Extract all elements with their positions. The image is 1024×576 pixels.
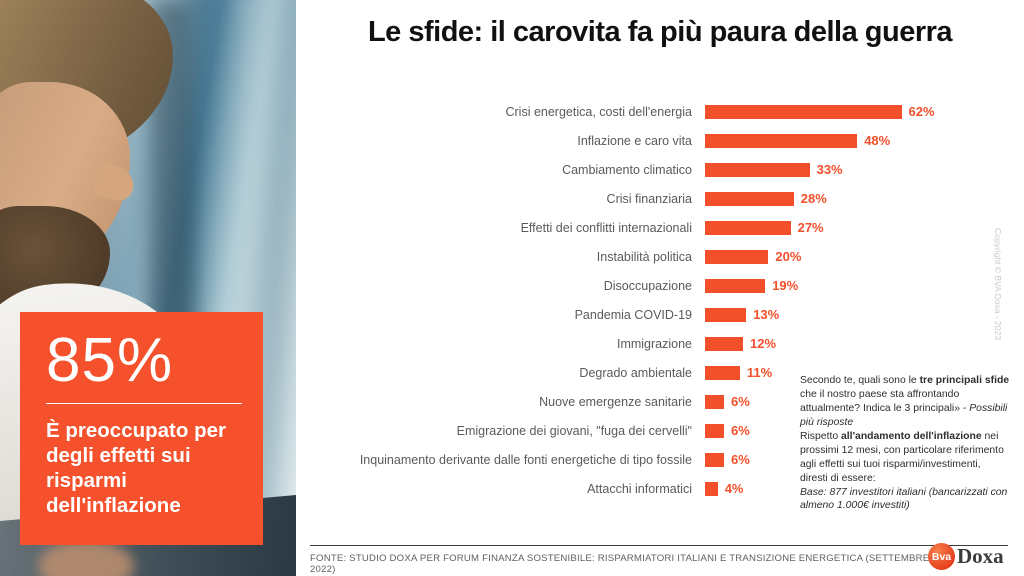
- note-segment: Secondo te, quali sono le: [800, 375, 920, 386]
- bar: [705, 162, 810, 177]
- category-label: Degrado ambientale: [579, 365, 692, 380]
- category-label: Pandemia COVID-19: [574, 307, 692, 322]
- bar: [705, 365, 740, 380]
- copyright-text: Copyright © BVA Doxa - 2023: [993, 228, 1003, 340]
- doxa-logo-name: Doxa: [957, 544, 1004, 568]
- value-label: 6%: [731, 394, 750, 409]
- highlight-value: 85%: [46, 326, 174, 395]
- chart-row: Attacchi informatici 4%: [310, 474, 1010, 503]
- category-label: Emigrazione dei giovani, "fuga dei cerve…: [456, 423, 692, 438]
- bar: [705, 249, 769, 264]
- note-segment: tre principali sfide: [919, 375, 1010, 386]
- value-label: 48%: [864, 133, 891, 148]
- value-label: 62%: [908, 104, 935, 119]
- bar-chart: Crisi energetica, costi dell'energia 62% I…: [310, 97, 1010, 503]
- chart-row: Cambiamento climatico 33%: [310, 155, 1010, 184]
- value-label: 12%: [750, 336, 777, 351]
- chart-row: Emigrazione dei giovani, "fuga dei cerve…: [310, 416, 1010, 445]
- highlight-caption: È preoccupato per degli effetti sui risp…: [46, 419, 226, 518]
- value-label: 4%: [724, 481, 744, 496]
- category-label: Cambiamento climatico: [562, 162, 692, 177]
- value-label: 6%: [731, 423, 750, 438]
- note-segment: Base: 877 investitori italiani (bancariz…: [800, 486, 1008, 512]
- bar: [705, 394, 724, 409]
- note-paragraph: Rispetto all'andamento dell'inflazione n…: [800, 430, 1010, 486]
- note-segment: nei prossimi 12 mesi, con particolare ri…: [800, 430, 1004, 484]
- bar: [705, 278, 766, 293]
- value-label: 28%: [800, 191, 827, 206]
- highlight-box: 85% È preoccupato per degli effetti sui …: [20, 312, 263, 545]
- value-label: 20%: [775, 249, 802, 264]
- chart-row: Nuove emergenze sanitarie 6%: [310, 387, 1010, 416]
- category-label: Effetti dei conflitti internazionali: [520, 220, 692, 235]
- category-label: Inquinamento derivante dalle fonti energ…: [359, 452, 692, 467]
- bar: [705, 307, 747, 322]
- note-paragraph: Base: 877 investitori italiani (bancariz…: [800, 486, 1010, 514]
- category-label: Disoccupazione: [603, 278, 692, 293]
- note-paragraph: Secondo te, quali sono le tre principali…: [800, 374, 1010, 430]
- chart-row: Inflazione e caro vita 48%: [310, 126, 1010, 155]
- chart-row: Effetti dei conflitti internazionali 27%: [310, 213, 1010, 242]
- chart-row: Pandemia COVID-19 13%: [310, 300, 1010, 329]
- bar: [705, 133, 858, 148]
- note-segment: all'andamento dell'inflazione: [841, 430, 982, 442]
- value-label: 19%: [772, 278, 799, 293]
- slide-title: Le sfide: il carovita fa più paura della…: [367, 16, 953, 48]
- category-label: Inflazione e caro vita: [577, 133, 692, 148]
- footer-divider: [310, 545, 1008, 546]
- note-segment: che il nostro paese sta affrontando attu…: [800, 388, 970, 414]
- chart-row: Crisi energetica, costi dell'energia 62%: [310, 97, 1010, 126]
- chart-row: Crisi finanziaria 28%: [310, 184, 1010, 213]
- footer-source: FONTE: STUDIO DOXA PER FORUM FINANZA SOS…: [310, 553, 930, 575]
- bar: [705, 481, 718, 496]
- bar: [705, 191, 794, 206]
- survey-note: Secondo te, quali sono le tre principali…: [800, 374, 1010, 513]
- highlight-divider: [46, 403, 242, 405]
- category-label: Crisi finanziaria: [606, 191, 692, 206]
- category-label: Nuove emergenze sanitarie: [539, 394, 692, 409]
- category-label: Attacchi informatici: [587, 481, 692, 496]
- value-label: 13%: [753, 307, 780, 322]
- chart-row: Disoccupazione 19%: [310, 271, 1010, 300]
- chart-row: Degrado ambientale 11%: [310, 358, 1010, 387]
- bar: [705, 220, 791, 235]
- person-hand: [38, 540, 134, 576]
- value-label: 11%: [746, 365, 773, 380]
- bva-badge-icon: Bva: [928, 543, 955, 570]
- value-label: 33%: [816, 162, 843, 177]
- value-label: 27%: [797, 220, 824, 235]
- bar: [705, 452, 724, 467]
- man-photo: [0, 0, 296, 576]
- bar: [705, 104, 902, 119]
- chart-row: Inquinamento derivante dalle fonti energ…: [310, 445, 1010, 474]
- bar: [705, 423, 724, 438]
- doxa-logo: Bva Doxa: [928, 543, 1004, 570]
- value-label: 6%: [731, 452, 750, 467]
- note-segment: Rispetto: [800, 430, 842, 442]
- note-segment: Possibili più risposte: [800, 402, 1008, 428]
- category-label: Crisi energetica, costi dell'energia: [505, 104, 692, 119]
- chart-row: Instabilità politica 20%: [310, 242, 1010, 271]
- category-label: Instabilità politica: [596, 249, 692, 264]
- category-label: Immigrazione: [616, 336, 692, 351]
- chart-row: Immigrazione 12%: [310, 329, 1010, 358]
- bar: [705, 336, 743, 351]
